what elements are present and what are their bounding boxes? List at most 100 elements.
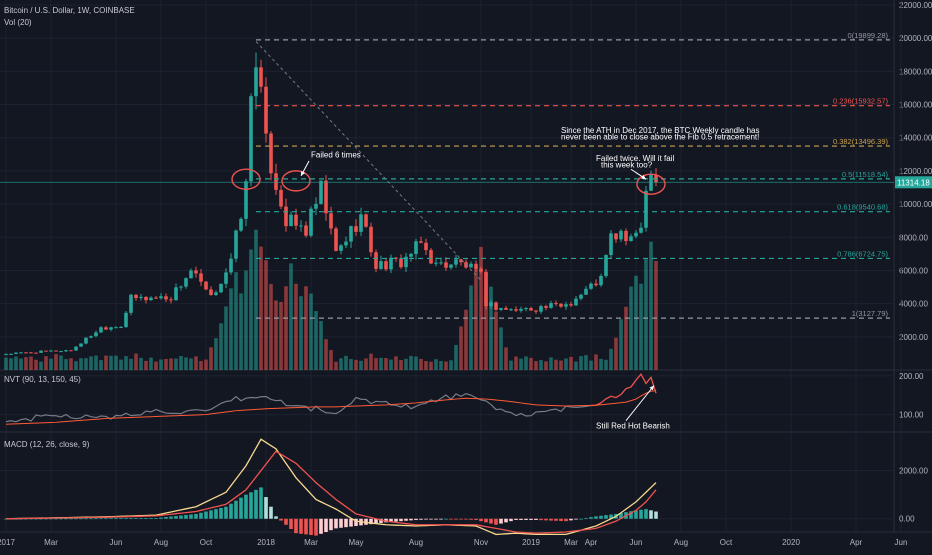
- candle-body: [204, 281, 208, 290]
- macd-histogram-bar: [464, 518, 468, 520]
- candle-body: [289, 214, 293, 227]
- time-tick-label: Jun: [895, 538, 908, 547]
- macd-histogram-bar: [219, 507, 223, 519]
- macd-histogram-bar: [599, 515, 603, 519]
- macd-histogram-bar: [299, 518, 303, 534]
- macd-histogram-bar: [259, 487, 263, 519]
- volume-bar: [539, 360, 543, 370]
- time-tick-label: 2020: [782, 538, 800, 547]
- volume-bar: [569, 356, 573, 370]
- candle-body: [104, 327, 108, 330]
- price-annotation: Since the ATH in Dec 2017, the BTC Weekl…: [561, 126, 759, 135]
- volume-bar: [424, 361, 428, 370]
- candle-body: [564, 304, 568, 307]
- price-tick-label: 14000.00: [899, 134, 932, 143]
- volume-bar: [129, 358, 133, 370]
- candle-body: [454, 259, 458, 265]
- volume-bar: [639, 283, 643, 370]
- volume-bar: [359, 360, 363, 370]
- macd-histogram-bar: [249, 492, 253, 519]
- price-annotation: Failed 6 times: [311, 151, 361, 160]
- macd-histogram-bar: [139, 518, 143, 519]
- macd-histogram-bar: [294, 518, 298, 534]
- volume-bar: [24, 357, 28, 370]
- candle-body: [174, 287, 178, 301]
- macd-histogram-bar: [574, 518, 578, 520]
- volume-bar: [589, 360, 593, 370]
- macd-histogram-bar: [449, 518, 453, 520]
- candle-body: [314, 203, 318, 209]
- macd-histogram-bar: [354, 518, 358, 526]
- volume-bar: [469, 285, 473, 370]
- macd-histogram-bar: [244, 494, 248, 519]
- candle-body: [494, 302, 498, 310]
- time-tick-label: Nov: [474, 538, 488, 547]
- candle-body: [524, 308, 528, 310]
- nvt-arrow: [625, 385, 655, 421]
- candle-body: [534, 310, 538, 312]
- macd-histogram-bar: [54, 518, 58, 520]
- macd-histogram-bar: [234, 500, 238, 519]
- macd-histogram-bar: [589, 517, 593, 519]
- candle-body: [589, 283, 593, 289]
- candle-body: [519, 308, 523, 311]
- volume-bar: [294, 283, 298, 370]
- volume-bar: [409, 355, 413, 370]
- volume-bar: [159, 359, 163, 370]
- price-tick-label: 20000.00: [899, 34, 932, 43]
- trend-line: [255, 41, 482, 281]
- candle-body: [254, 67, 258, 97]
- volume-bar: [334, 361, 338, 370]
- candle-body: [409, 253, 413, 257]
- macd-histogram-bar: [114, 518, 118, 520]
- candle-body: [504, 307, 508, 310]
- candle-body: [164, 296, 168, 300]
- candle-body: [399, 258, 403, 268]
- fib-level-label: 0(19899.28): [848, 31, 889, 40]
- macd-histogram-bar: [439, 518, 443, 520]
- candle-body: [614, 233, 618, 240]
- candle-body: [514, 309, 518, 311]
- candle-body: [249, 96, 253, 182]
- macd-histogram-bar: [619, 513, 623, 519]
- macd-histogram-bar: [69, 518, 73, 520]
- macd-histogram-bar: [379, 518, 383, 523]
- nvt-annotation: Still Red Hot Bearish: [596, 422, 670, 431]
- volume-bar: [464, 309, 468, 370]
- volume-bar: [459, 326, 463, 370]
- candle-body: [604, 254, 608, 276]
- macd-histogram-bar: [279, 518, 283, 521]
- candle-body: [549, 303, 553, 308]
- time-tick-label: Jun: [630, 538, 643, 547]
- candle-body: [99, 327, 103, 333]
- macd-histogram-bar: [254, 489, 258, 519]
- volume-bar: [579, 356, 583, 370]
- volume-bar: [19, 358, 23, 370]
- volume-bar: [339, 358, 343, 370]
- candle-body: [234, 230, 238, 259]
- candle-body: [489, 302, 493, 307]
- volume-bar: [4, 357, 8, 370]
- fib-level-label: 0.236(15932.57): [833, 97, 889, 106]
- volume-bar: [604, 359, 608, 370]
- macd-histogram-bar: [159, 517, 163, 519]
- price-annotation: this week too?: [601, 161, 653, 170]
- candle-body: [624, 230, 628, 242]
- macd-histogram-bar: [474, 518, 478, 520]
- failed-twice-arrow-head: [641, 174, 646, 180]
- volume-bar: [484, 273, 488, 370]
- macd-histogram-bar: [79, 518, 83, 520]
- volume-bar: [584, 355, 588, 370]
- volume-bar: [79, 358, 83, 370]
- macd-histogram-bar: [544, 518, 548, 521]
- candle-body: [64, 350, 68, 352]
- volume-bar: [224, 306, 228, 370]
- volume-bar: [434, 359, 438, 370]
- highlight-ellipse: [636, 173, 666, 195]
- volume-bar: [404, 358, 408, 370]
- macd-histogram-bar: [454, 518, 458, 520]
- candle-body: [199, 273, 203, 282]
- volume-bar: [29, 356, 33, 370]
- candle-body: [469, 263, 473, 268]
- volume-bar: [169, 358, 173, 370]
